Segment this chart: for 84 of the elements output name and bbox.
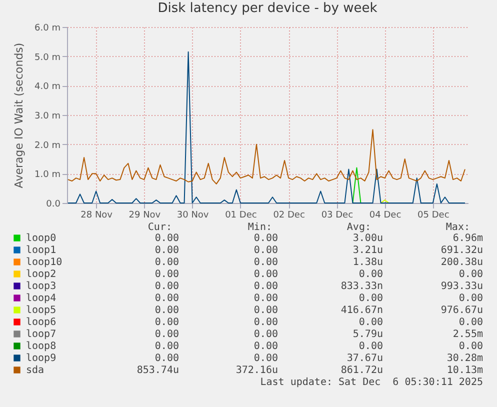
y-tick-label: 6.0 m	[34, 24, 60, 34]
text: 372.16u	[236, 365, 278, 377]
legend-label: loop5	[26, 305, 56, 316]
legend-label: loop3	[26, 281, 56, 292]
legend-label: loop4	[26, 293, 56, 304]
y-tick-label: 1.0 m	[34, 170, 60, 180]
y-tick-label: 3.0 m	[34, 112, 60, 122]
legend-label: loop1	[26, 245, 56, 256]
text: 416.67n	[340, 305, 383, 317]
x-tick-label: 02 Dec	[273, 210, 305, 220]
text: 976.67u	[440, 305, 483, 317]
x-tick-label: 03 Dec	[321, 210, 354, 220]
text: 10.13m	[446, 365, 483, 377]
text: 853.74u	[136, 365, 179, 377]
text: 0.00	[358, 317, 383, 329]
x-tick-label: 05 Dec	[418, 210, 450, 220]
line-series	[68, 129, 466, 184]
text: 0.00	[358, 293, 383, 305]
legend-label: loop6	[26, 317, 56, 328]
y-tick-label: 4.0 m	[34, 82, 60, 92]
text: 833.33n	[340, 281, 383, 293]
x-tick-label: 30 Nov	[176, 210, 210, 220]
legend-label: loop8	[26, 341, 56, 352]
legend-label: sda	[26, 365, 44, 376]
x-tick-label: 29 Nov	[128, 210, 162, 220]
text: 0.00	[358, 269, 383, 281]
text: 0.00	[254, 269, 278, 281]
text: 200.38u	[440, 257, 483, 269]
text: 5.79u	[352, 329, 383, 341]
text: 0.00	[254, 341, 278, 353]
text: 0.00	[254, 353, 278, 365]
x-tick-label: 04 Dec	[369, 210, 402, 220]
text: 993.33u	[440, 281, 483, 293]
x-tick-label: 28 Nov	[80, 210, 114, 220]
text: 0.00	[458, 269, 483, 281]
legend-label: loop7	[26, 329, 56, 340]
text: 0.00	[154, 329, 179, 341]
text: 0.00	[154, 245, 179, 257]
text: 0.00	[358, 341, 383, 353]
text: 0.00	[458, 293, 483, 305]
text: 0.00	[154, 341, 179, 353]
text: 2.55m	[452, 329, 483, 341]
text: 0.00	[254, 257, 278, 269]
x-tick-label: 01 Dec	[225, 210, 257, 220]
text: 0.00	[254, 329, 278, 341]
text: Avg:	[346, 222, 371, 234]
text: Min:	[248, 222, 272, 234]
text: 0.00	[154, 257, 179, 269]
text: 0.00	[154, 233, 179, 245]
legend-label: loop9	[26, 353, 56, 364]
legend-label: loop0	[26, 233, 56, 244]
text: 0.00	[254, 317, 278, 329]
text: 3.21u	[352, 245, 383, 257]
y-axis-title: Average IO Wait (seconds)	[12, 42, 26, 188]
chart-title: Disk latency per device - by week	[158, 1, 378, 16]
text: 0.00	[458, 317, 483, 329]
text: 0.00	[154, 317, 179, 329]
text: 0.00	[154, 293, 179, 305]
text: 0.00	[254, 245, 278, 257]
text: 0.00	[254, 281, 278, 293]
text: 6.96m	[452, 233, 483, 245]
text: 0.00	[254, 305, 278, 317]
text: 861.72u	[340, 365, 383, 377]
text: 37.67u	[346, 353, 383, 365]
text: 3.00u	[352, 233, 383, 245]
text: 0.00	[154, 353, 179, 365]
text: 0.00	[458, 341, 483, 353]
text: Last update: Sat Dec 6 05:30:11 2025	[260, 377, 483, 389]
y-tick-label: 2.0 m	[34, 140, 60, 151]
text: 0.00	[254, 293, 278, 305]
text: 0.00	[254, 233, 278, 245]
text: 691.32u	[440, 245, 483, 257]
text: Max:	[446, 222, 470, 234]
y-tick-label: 0.0	[46, 200, 61, 210]
text: 1.38u	[352, 257, 383, 269]
text: 0.00	[154, 281, 179, 293]
y-tick-label: 5.0 m	[34, 52, 60, 63]
legend-label: loop2	[26, 269, 56, 280]
text: 30.28m	[446, 353, 483, 365]
line-series	[68, 51, 466, 204]
text: Cur:	[148, 222, 172, 234]
legend-label: loop10	[26, 257, 62, 268]
text: 0.00	[154, 269, 179, 281]
text: 0.00	[154, 305, 179, 317]
